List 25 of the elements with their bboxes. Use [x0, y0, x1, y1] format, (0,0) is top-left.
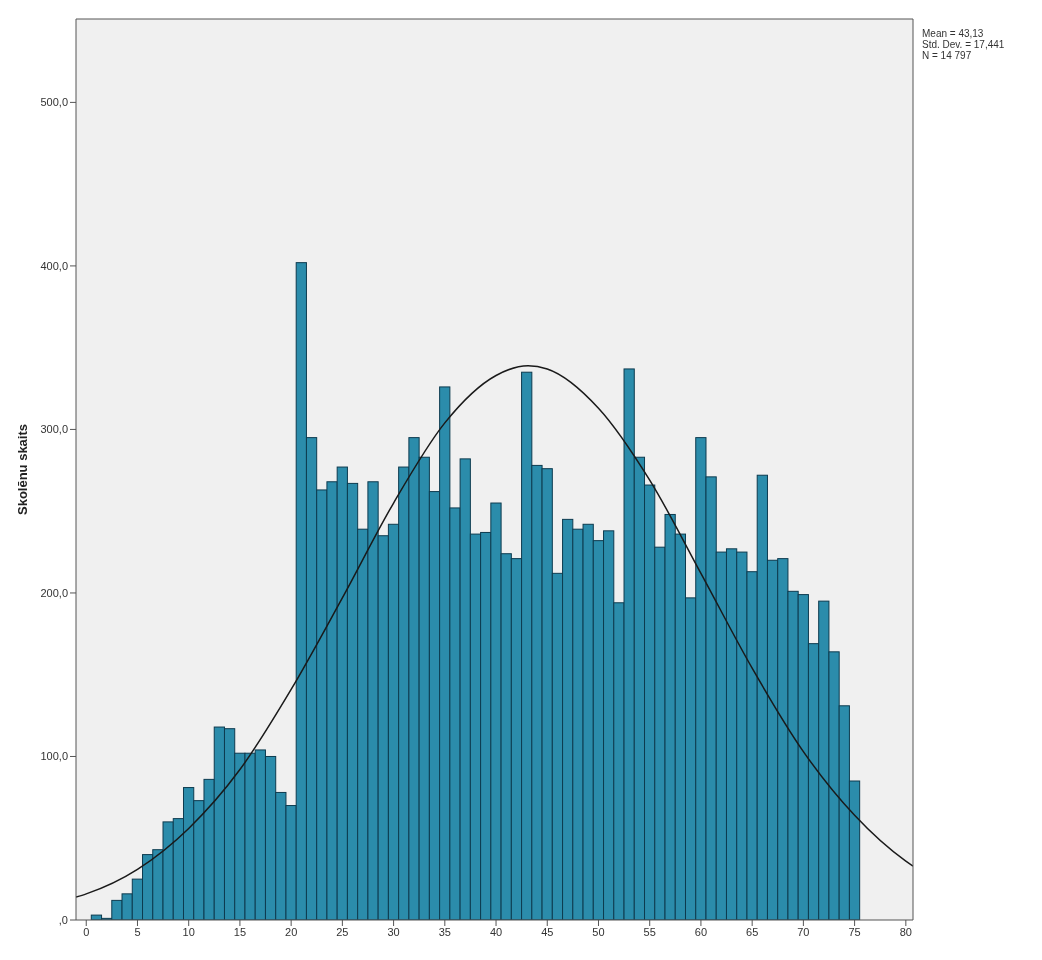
x-tick-label: 70: [797, 925, 810, 938]
y-tick-label: 400,0: [40, 259, 68, 272]
x-tick-label: 40: [489, 925, 503, 938]
x-tick-label: 0: [83, 925, 90, 938]
x-tick-label: 35: [438, 925, 451, 938]
x-tick-label: 25: [336, 925, 349, 938]
y-tick-label: 500,0: [40, 96, 68, 109]
x-tick-label: 75: [848, 925, 861, 938]
x-tick-label: 60: [694, 925, 708, 938]
x-tick-label: 20: [285, 925, 298, 938]
x-tick-label: 30: [387, 925, 400, 938]
text: Mean = 43,13 Std. Dev. = 17,441 N = 14 797: [922, 28, 1006, 61]
x-tick-label: 80: [899, 925, 912, 938]
x-tick-label: 50: [592, 925, 605, 938]
x-tick-label: 65: [746, 925, 759, 938]
x-tick-label: 10: [182, 925, 195, 938]
y-tick-label: 100,0: [40, 750, 68, 763]
x-tick-label: 55: [643, 925, 656, 938]
y-tick-label: 300,0: [40, 423, 68, 436]
x-tick-label: 15: [233, 925, 247, 938]
x-tick-label: 5: [134, 925, 141, 938]
y-tick-label: 200,0: [40, 586, 68, 599]
x-tick-label: 45: [541, 925, 554, 938]
y-tick-label: ,0: [58, 913, 68, 926]
y-axis-title: Skolēnu skaits: [14, 423, 30, 516]
